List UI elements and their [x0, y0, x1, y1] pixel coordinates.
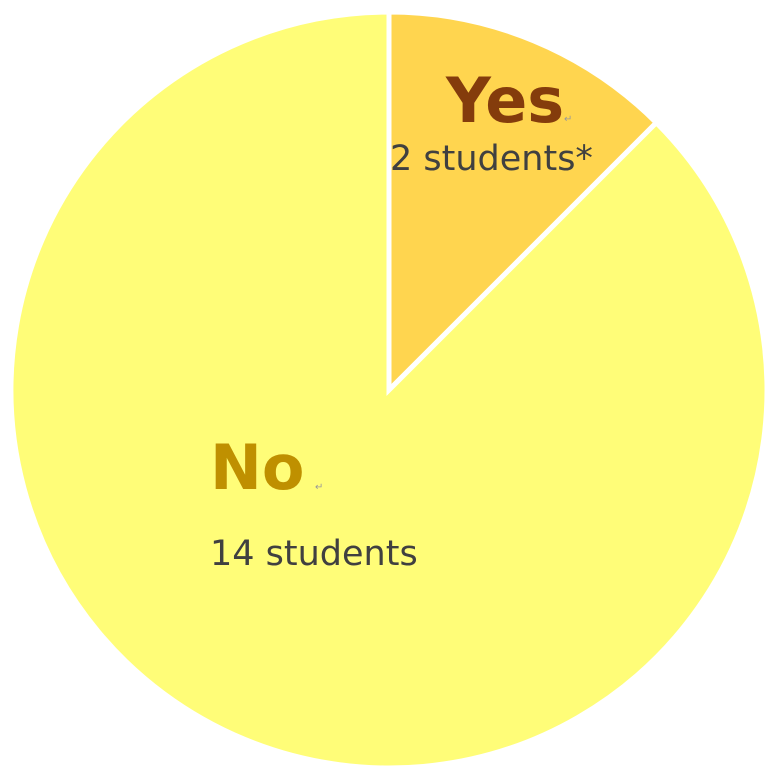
slice-label-yes: Yes — [445, 64, 564, 137]
slice-yes-labels: Yes ↵ 2 students* — [390, 64, 593, 179]
pie-slice-no — [8, 9, 770, 771]
slice-label-no: No — [210, 431, 304, 504]
pie-slice-yes — [386, 9, 660, 397]
paragraph-mark-icon: ↵ — [564, 114, 572, 125]
slice-value-yes: 2 students* — [390, 139, 593, 179]
paragraph-mark-icon: ↵ — [315, 482, 323, 493]
slice-no-labels: No ↵ 14 students — [210, 431, 418, 574]
pie-slices — [8, 9, 770, 771]
slice-value-no: 14 students — [210, 534, 418, 574]
